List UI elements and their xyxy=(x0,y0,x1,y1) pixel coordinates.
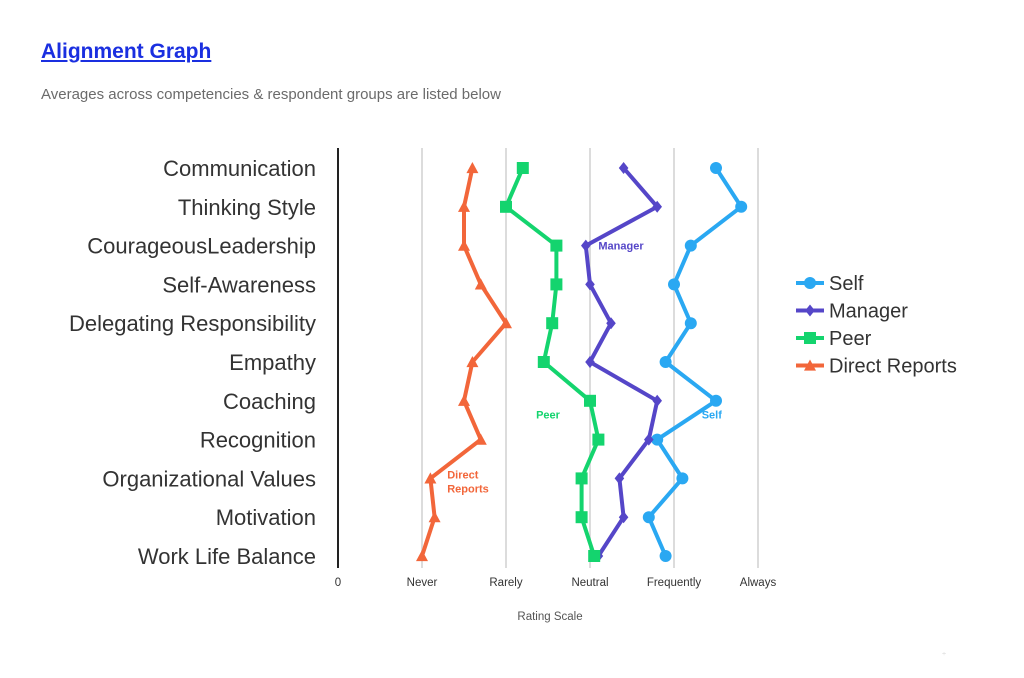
inline-label-manager: Manager xyxy=(598,240,644,252)
data-point-direct-reports xyxy=(424,472,437,484)
footer-mark: ÷ xyxy=(942,651,946,658)
category-label: Self-Awareness xyxy=(162,272,316,297)
data-point-direct-reports xyxy=(500,317,512,329)
series-peer xyxy=(500,162,605,562)
category-label: Organizational Values xyxy=(102,466,316,491)
data-point-peer xyxy=(550,278,563,291)
data-point-direct-reports xyxy=(466,356,479,368)
data-point-self xyxy=(659,356,672,368)
legend-label: Manager xyxy=(829,301,908,323)
inline-label-peer: Peer xyxy=(536,409,561,421)
data-point-peer xyxy=(546,317,559,330)
inline-label-self: Self xyxy=(702,409,723,421)
data-point-peer xyxy=(500,200,512,213)
series-line-manager xyxy=(583,166,660,558)
legend-label: Direct Reports xyxy=(829,356,957,378)
inline-label-direct-reports: Direct Reports xyxy=(447,469,489,495)
x-tick-label: Never xyxy=(407,577,438,589)
data-point-self xyxy=(684,317,697,330)
category-label: Communication xyxy=(163,156,316,181)
data-point-direct-reports xyxy=(428,511,441,523)
series-direct-reports xyxy=(416,162,512,562)
data-point-manager xyxy=(618,511,629,524)
x-tick-labels: 0 Never Rarely Neutral Frequently Always xyxy=(335,577,777,589)
series-line-direct-reports xyxy=(420,167,508,557)
page-title[interactable]: Alignment Graph xyxy=(41,40,212,63)
x-axis-title: Rating Scale xyxy=(517,611,582,623)
legend-item-self: Self xyxy=(796,273,864,295)
category-labels: Communication Thinking Style CourageousLea… xyxy=(69,156,316,569)
data-point-self xyxy=(735,200,748,213)
data-point-self xyxy=(642,511,655,524)
x-tick-label: Rarely xyxy=(489,577,522,589)
category-label: Coaching xyxy=(223,389,316,414)
category-label: Thinking Style xyxy=(178,195,316,220)
series-manager xyxy=(581,162,662,562)
data-point-self xyxy=(651,433,664,446)
legend-item-peer: Peer xyxy=(796,328,872,350)
category-label: CourageousLeadership xyxy=(87,234,316,259)
data-point-manager xyxy=(618,162,629,174)
data-point-self xyxy=(710,162,722,174)
data-point-manager xyxy=(652,394,662,407)
data-point-peer xyxy=(584,394,596,407)
x-tick-label: Neutral xyxy=(571,577,608,589)
data-point-manager xyxy=(585,356,595,368)
data-point-peer xyxy=(575,511,588,524)
data-point-direct-reports xyxy=(458,200,470,212)
data-point-direct-reports xyxy=(416,550,428,562)
series-lines xyxy=(416,162,748,562)
data-point-peer xyxy=(575,472,588,485)
data-point-manager xyxy=(581,239,591,252)
x-tick-label: 0 xyxy=(335,577,341,589)
legend-label: Self xyxy=(829,273,864,295)
data-point-manager xyxy=(652,200,662,213)
page-subtitle: Averages across competencies & responden… xyxy=(41,86,501,103)
category-label: Empathy xyxy=(229,350,316,375)
legend-item-manager: Manager xyxy=(796,301,908,323)
x-tick-label: Frequently xyxy=(647,577,702,589)
data-point-direct-reports xyxy=(466,162,479,174)
data-point-self xyxy=(668,278,680,291)
inline-series-labels: Self Manager Peer Direct Reports xyxy=(447,240,722,495)
data-point-peer xyxy=(516,162,529,174)
data-point-direct-reports xyxy=(458,394,470,406)
data-point-peer xyxy=(550,239,563,252)
data-point-manager xyxy=(614,472,625,485)
category-label: Recognition xyxy=(200,428,316,453)
data-point-manager xyxy=(644,433,654,446)
series-self xyxy=(642,162,748,562)
data-point-direct-reports xyxy=(474,433,487,445)
category-label: Motivation xyxy=(216,505,316,530)
series-line-peer xyxy=(504,167,601,557)
data-point-self xyxy=(659,550,672,562)
category-label: Work Life Balance xyxy=(138,544,316,569)
legend-label: Peer xyxy=(829,328,872,350)
data-point-manager xyxy=(585,278,595,291)
data-point-direct-reports xyxy=(474,278,487,290)
x-tick-label: Always xyxy=(740,577,777,589)
data-point-peer xyxy=(588,550,601,562)
data-point-direct-reports xyxy=(458,239,470,251)
legend-item-direct-reports: Direct Reports xyxy=(796,356,957,378)
data-point-self xyxy=(684,239,697,252)
category-label: Delegating Responsibility xyxy=(69,311,316,336)
legend: Self Manager Peer Direct Reports xyxy=(796,273,957,378)
data-point-self xyxy=(710,394,722,407)
data-point-peer xyxy=(537,356,550,368)
data-point-self xyxy=(676,472,689,485)
data-point-peer xyxy=(592,433,605,446)
data-point-manager xyxy=(606,317,616,330)
